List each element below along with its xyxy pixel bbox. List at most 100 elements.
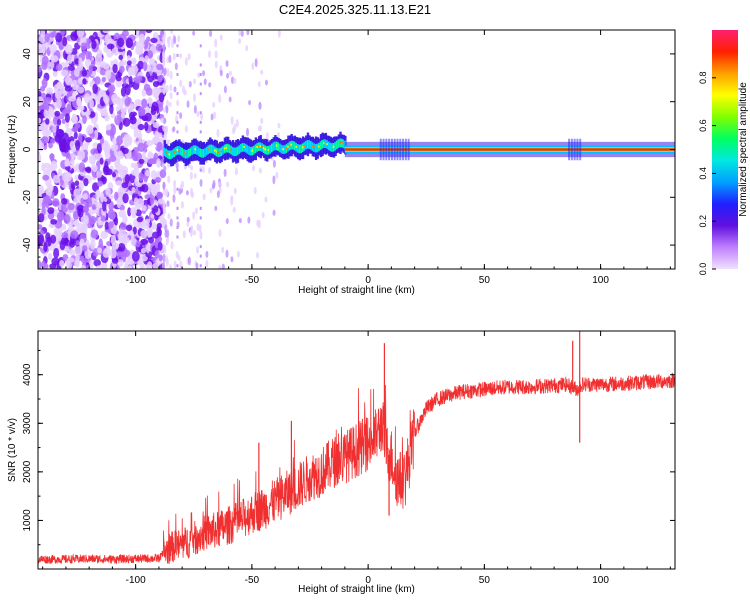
- noise-blob: [56, 211, 65, 222]
- carrier-core: [327, 141, 331, 151]
- noise-blob: [137, 123, 145, 131]
- x-tick-label: 0: [365, 275, 371, 286]
- noise-speckle: [169, 84, 173, 92]
- noise-speckle: [180, 201, 184, 209]
- noise-speckle: [217, 181, 221, 187]
- noise-blob: [76, 96, 82, 107]
- noise-speckle: [170, 30, 174, 35]
- carrier-core: [308, 140, 311, 149]
- noise-blob: [66, 103, 72, 112]
- noise-blob: [111, 258, 119, 264]
- noise-blob: [159, 169, 167, 179]
- noise-speckle: [205, 259, 209, 268]
- noise-blob: [41, 126, 49, 137]
- noise-blob: [121, 147, 129, 155]
- noise-speckle: [230, 256, 234, 263]
- noise-speckle: [193, 229, 197, 236]
- noise-speckle: [246, 127, 250, 137]
- noise-blob: [50, 55, 59, 63]
- noise-speckle: [162, 51, 166, 59]
- noise-blob: [120, 112, 126, 119]
- carrier-core: [210, 144, 214, 154]
- noise-blob: [89, 98, 94, 109]
- noise-blob: [100, 230, 109, 239]
- noise-speckle: [182, 230, 186, 239]
- noise-blob: [118, 54, 124, 61]
- noise-blob: [82, 193, 89, 200]
- noise-blob: [73, 196, 80, 204]
- noise-speckle: [184, 125, 188, 133]
- snr-panel: -100 -50 0 50 100 1000 2000 3000 4000 Height of …: [7, 330, 676, 595]
- noise-speckle: [167, 39, 171, 48]
- noise-blob: [43, 241, 48, 253]
- noise-streak: [199, 82, 202, 86]
- carrier-bump: [570, 138, 573, 161]
- noise-streak: [176, 159, 179, 163]
- carrier-core: [296, 144, 300, 153]
- noise-speckle: [277, 122, 281, 129]
- noise-speckle: [200, 113, 204, 121]
- noise-blob: [116, 114, 122, 121]
- noise-blob: [91, 204, 96, 210]
- carrier-peak: [261, 146, 264, 149]
- noise-blob: [133, 162, 139, 171]
- noise-blob: [68, 96, 76, 102]
- noise-blob: [51, 30, 57, 38]
- noise-speckle: [170, 39, 174, 49]
- noise-blob: [55, 32, 63, 43]
- noise-blob: [64, 76, 72, 84]
- carrier-core: [186, 149, 189, 159]
- carrier-core: [189, 147, 192, 157]
- carrier-core: [266, 146, 269, 155]
- noise-speckle: [162, 188, 166, 196]
- noise-speckle: [225, 218, 229, 225]
- carrier-core: [316, 143, 319, 153]
- carrier-core: [306, 140, 310, 149]
- noise-blob: [61, 132, 69, 144]
- noise-blob: [98, 238, 103, 250]
- noise-blob: [134, 99, 143, 105]
- noise-blob: [94, 55, 103, 63]
- noise-blob: [103, 62, 110, 70]
- noise-blob: [79, 37, 87, 45]
- noise-streak: [176, 168, 179, 172]
- carrier-peak: [215, 150, 219, 153]
- noise-blob: [145, 243, 151, 254]
- noise-blob: [110, 144, 119, 152]
- noise-speckle: [257, 220, 261, 229]
- noise-blob: [124, 174, 130, 185]
- noise-blob: [55, 63, 63, 72]
- y-tick-label: 0: [22, 146, 33, 152]
- carrier-peak: [275, 144, 279, 147]
- noise-blob: [57, 168, 62, 178]
- noise-speckle: [232, 126, 236, 135]
- noise-blob: [77, 77, 84, 85]
- noise-blob: [38, 34, 47, 43]
- noise-blob: [73, 131, 78, 140]
- noise-speckle: [198, 224, 202, 233]
- noise-blob: [156, 63, 164, 71]
- carrier-bump: [393, 138, 396, 161]
- noise-speckle: [173, 179, 177, 188]
- noise-blob: [38, 224, 43, 230]
- noise-speckle: [199, 231, 203, 240]
- noise-speckle: [214, 205, 218, 211]
- noise-blob: [73, 188, 81, 198]
- noise-blob: [72, 220, 78, 227]
- noise-speckle: [251, 62, 255, 70]
- noise-blob: [50, 160, 58, 171]
- noise-blob: [86, 167, 92, 174]
- noise-speckle: [179, 79, 183, 88]
- noise-speckle: [238, 30, 242, 37]
- noise-blob: [116, 197, 122, 209]
- noise-speckle: [163, 117, 167, 125]
- carrier-bump: [579, 138, 582, 161]
- noise-blob: [94, 76, 101, 85]
- noise-blob: [76, 30, 85, 38]
- noise-blob: [126, 55, 131, 61]
- noise-blob: [144, 55, 149, 64]
- noise-blob: [82, 115, 87, 125]
- colorbar-tick-label: 0.8: [698, 72, 708, 85]
- noise-blob: [104, 221, 110, 231]
- noise-blob: [146, 140, 154, 146]
